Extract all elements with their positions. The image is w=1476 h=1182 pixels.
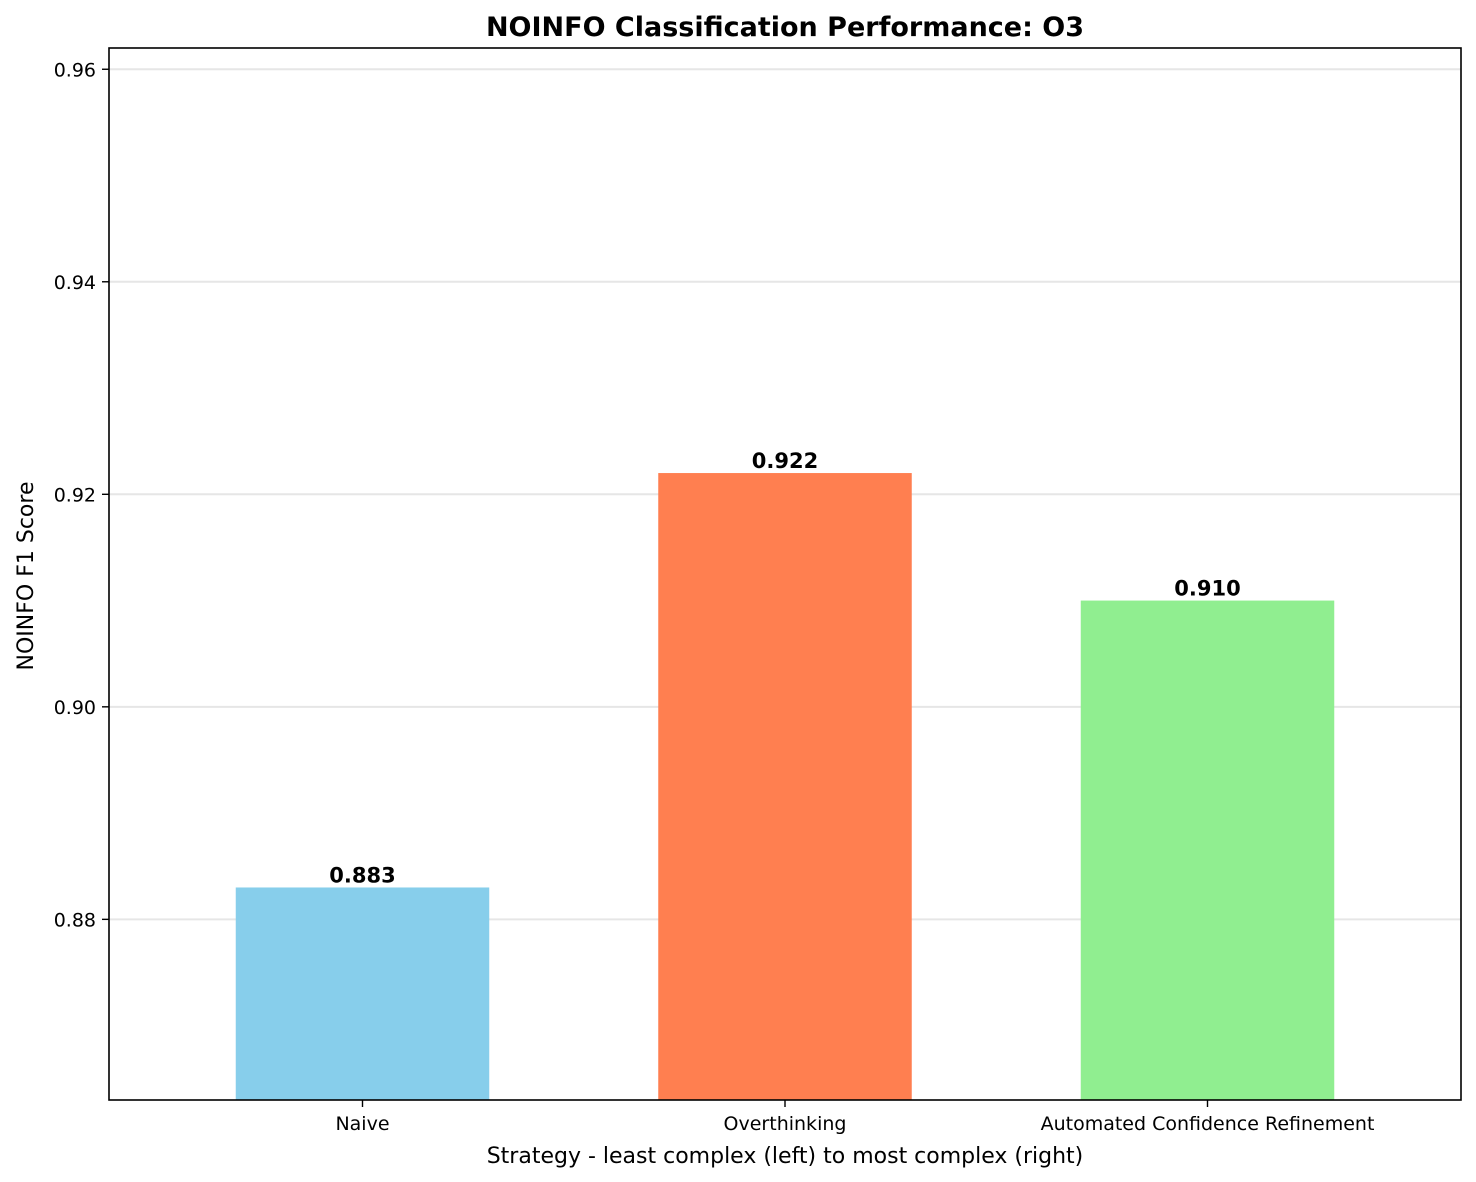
bar-automated-confidence-refinement: [1080, 600, 1335, 1100]
bar-naive: [235, 887, 490, 1100]
x-tick-label: Overthinking: [724, 1113, 847, 1135]
x-tick-label: Automated Confidence Refinement: [1041, 1113, 1375, 1135]
x-tick-label: Naive: [335, 1113, 389, 1135]
y-tick-label: 0.90: [54, 697, 96, 719]
bar-value-label: 0.922: [752, 449, 818, 473]
bar-value-label: 0.883: [329, 863, 395, 887]
y-tick-label: 0.92: [54, 484, 96, 506]
axis-ticks: 0.88 0.90 0.92 0.94 0.96 Naive Overthinking Aut…: [54, 59, 1375, 1135]
y-tick-label: 0.94: [54, 272, 96, 294]
bar-value-label: 0.910: [1174, 577, 1240, 601]
x-axis-label: Strategy - least complex (left) to most …: [487, 1144, 1084, 1169]
y-tick-label: 0.96: [54, 59, 96, 81]
bar-overthinking: [658, 473, 912, 1100]
bars: 0.883 0.922 0.910: [235, 449, 1335, 1100]
y-tick-label: 0.88: [54, 909, 96, 931]
y-axis-label: NOINFO F1 Score: [14, 482, 39, 671]
chart-title: NOINFO Classification Performance: O3: [486, 12, 1084, 43]
